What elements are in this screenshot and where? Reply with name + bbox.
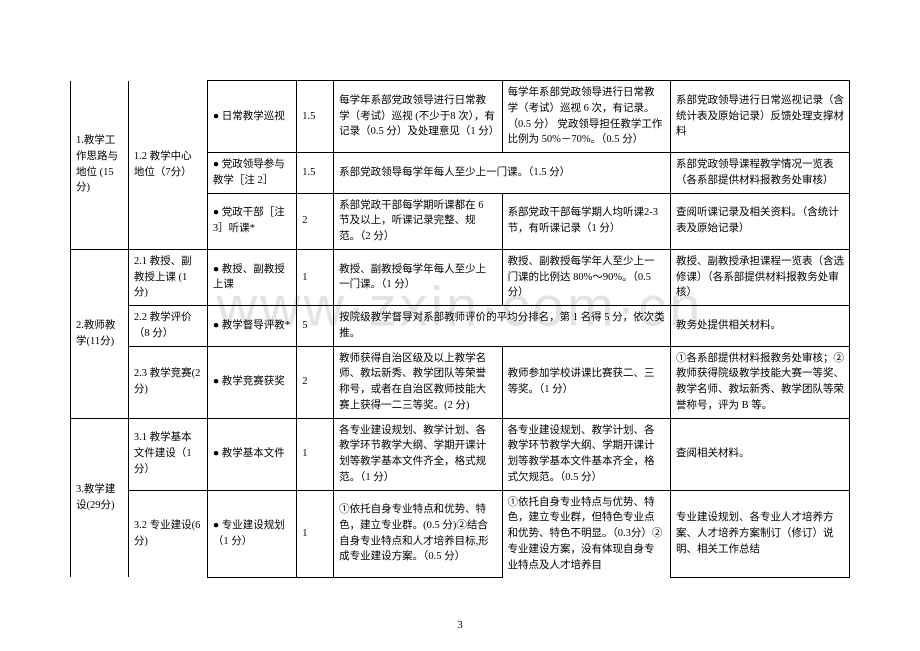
criteria-b: 教授、副教授每学年人至少上一门课的比例达 80%～90%。（0.5 分） xyxy=(502,249,670,305)
score-cell: 5 xyxy=(297,306,334,347)
evidence-cell: ①各系部提供材料报教务处审核；②教师获得院级教学技能大赛一等奖、教学名师、教坛新… xyxy=(670,346,849,418)
criteria-b: 教师参加学校讲课比赛获二、三等奖。（1 分） xyxy=(502,346,670,418)
table-container: 1.教学工作思路与地位 (15分) 1.2 教学中心地位（7分） ● 日常教学巡… xyxy=(70,80,850,578)
criteria-a: ①依托自身专业特点和优势、特色，建立专业群。(0.5 分)②结合自身专业特点和人… xyxy=(334,490,502,577)
section-title: 2.教师教学(11分) xyxy=(71,249,129,418)
section-title: 1.教学工作思路与地位 (15分) xyxy=(71,81,129,250)
item-cell: ● 专业建设规划（1 分） xyxy=(207,490,296,577)
score-cell: 2 xyxy=(297,346,334,418)
item-cell: ● 党政领导参与教学［注 2］ xyxy=(207,153,296,194)
score-cell: 1 xyxy=(297,490,334,577)
subsection-title: 1.2 教学中心地位（7分） xyxy=(128,81,207,250)
page-number: 3 xyxy=(457,619,463,631)
score-cell: 1 xyxy=(297,418,334,490)
item-cell: ● 教授、副教授上课 xyxy=(207,249,296,305)
score-cell: 1 xyxy=(297,249,334,305)
criteria-a: 系部党政干部每学期听课都在 6 节及以上，听课记录完整、规范。（2 分） xyxy=(334,193,502,249)
criteria-a: 每学年系部党政领导进行日常教学（考试）巡视 (不少于8 次），有记录（0.5 分… xyxy=(334,81,502,153)
evidence-cell: 查阅相关材料。 xyxy=(670,418,849,490)
table-row: 3.2 专业建设(6 分) ● 专业建设规划（1 分） 1 ①依托自身专业特点和… xyxy=(71,490,850,577)
table-row: 1.教学工作思路与地位 (15分) 1.2 教学中心地位（7分） ● 日常教学巡… xyxy=(71,81,850,153)
criteria-a: 各专业建设规划、教学计划、各教学环节教学大纲、学期开课计划等教学基本文件齐全，格… xyxy=(334,418,502,490)
item-cell: ● 日常教学巡视 xyxy=(207,81,296,153)
subsection-title: 3.2 专业建设(6 分) xyxy=(128,490,207,577)
evidence-cell: 系部党政领导课程教学情况一览表（各系部提供材料报教务处审核） xyxy=(670,153,849,194)
criteria-b: 系部党政干部每学期人均听课2-3 节，有听课记录（1 分） xyxy=(502,193,670,249)
subsection-title: 2.3 教学竞赛(2 分) xyxy=(128,346,207,418)
evidence-cell: 系部党政领导进行日常巡视记录（含统计表及原始记录）反馈处理支撑材料 xyxy=(670,81,849,153)
score-cell: 1.5 xyxy=(297,153,334,194)
criteria-a: 教授、副教授每学年每人至少上一门课。（1 分） xyxy=(334,249,502,305)
criteria-b: ①依托自身专业特点与优势、特色，建立专业群，但特色专业点和优势、特色不明显。（0… xyxy=(502,490,670,577)
subsection-title: 2.1 教授、副教授上课 (1 分) xyxy=(128,249,207,305)
item-cell: ● 党政干部［注 3］听课* xyxy=(207,193,296,249)
criteria-b: 每学年系部党政领导进行日常教学（考试）巡视 6 次，有记录。（0.5 分） 党政… xyxy=(502,81,670,153)
score-cell: 2 xyxy=(297,193,334,249)
table-row: 2.2 教学评价（8 分） ● 教学督导评教* 5 按院级教学督导对系部教师评价… xyxy=(71,306,850,347)
evidence-cell: 查阅听课记录及相关资料。（含统计表及原始记录） xyxy=(670,193,849,249)
table-row: 2.教师教学(11分) 2.1 教授、副教授上课 (1 分) ● 教授、副教授上… xyxy=(71,249,850,305)
criteria-b: 各专业建设规划、教学计划、各教学环节教学大纲、学期开课计划等教学基本文件基本齐全… xyxy=(502,418,670,490)
score-cell: 1.5 xyxy=(297,81,334,153)
table-row: 2.3 教学竞赛(2 分) ● 教学竞赛获奖 2 教师获得自治区级及以上教学名师… xyxy=(71,346,850,418)
evidence-cell: 专业建设规划、各专业人才培养方案、人才培养方案制订（修订）说明、相关工作总结 xyxy=(670,490,849,577)
evidence-cell: 教授、副教授承担课程一览表（含选修课）（各系部提供材料报教务处审核） xyxy=(670,249,849,305)
item-cell: ● 教学督导评教* xyxy=(207,306,296,347)
evidence-cell: 教务处提供相关材料。 xyxy=(670,306,849,347)
criteria-merged: 系部党政领导每学年每人至少上一门课。（1.5 分） xyxy=(334,153,671,194)
subsection-title: 2.2 教学评价（8 分） xyxy=(128,306,207,347)
criteria-a: 教师获得自治区级及以上教学名师、教坛新秀、教学团队等荣誉称号，或者在自治区教师技… xyxy=(334,346,502,418)
evaluation-table: 1.教学工作思路与地位 (15分) 1.2 教学中心地位（7分） ● 日常教学巡… xyxy=(70,80,850,578)
criteria-merged: 按院级教学督导对系部教师评价的平均分排名，第 1 名得 5 分，依次类推。 xyxy=(334,306,671,347)
item-cell: ● 教学基本文件 xyxy=(207,418,296,490)
section-title: 3.教学建设(29分) xyxy=(71,418,129,577)
table-row: 3.教学建设(29分) 3.1 教学基本文件建设（1 分） ● 教学基本文件 1… xyxy=(71,418,850,490)
item-cell: ● 教学竞赛获奖 xyxy=(207,346,296,418)
subsection-title: 3.1 教学基本文件建设（1 分） xyxy=(128,418,207,490)
